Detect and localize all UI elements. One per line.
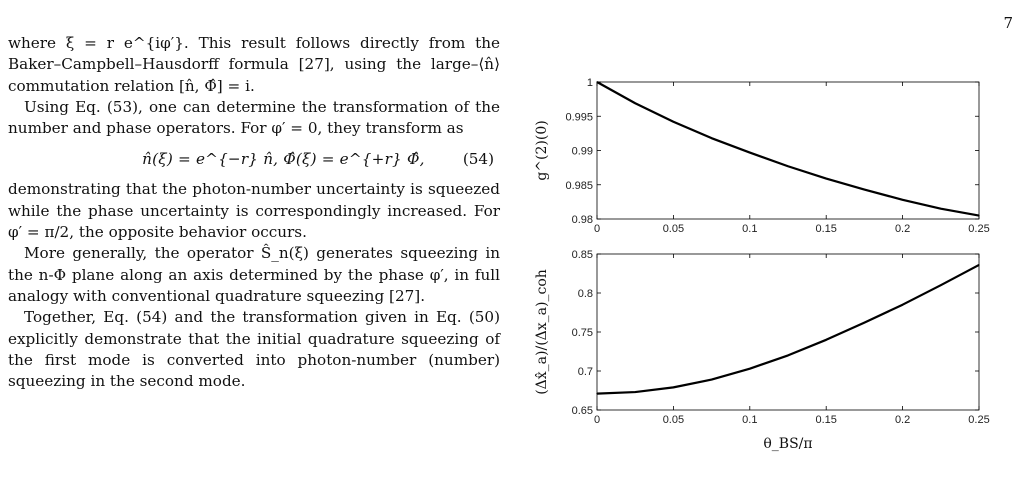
data-point	[978, 264, 980, 266]
data-point	[825, 177, 827, 180]
data-point	[863, 188, 865, 191]
x-tick-label: 0.2	[895, 414, 910, 426]
paragraph-1: where ξ = r e^{iφ′}. This result follows…	[8, 34, 500, 95]
data-point	[711, 378, 713, 381]
y-tick-label: 0.7	[578, 366, 593, 378]
data-point	[978, 214, 980, 217]
x-tick-label: 0.1	[742, 223, 757, 235]
y-tick-label: 0.98	[572, 214, 593, 226]
data-point	[749, 368, 751, 370]
page-number: 7	[1003, 14, 1013, 32]
data-point	[596, 393, 598, 395]
x-tick-label: 0.05	[663, 223, 684, 235]
x-tick-label: 0.2	[895, 223, 910, 235]
y-tick-label: 0.985	[565, 180, 593, 192]
top-panel: 0 0.05 0.1 0.15 0.2 0.25 1 0.995 0.99 0.985 0.98 g^…	[534, 77, 990, 235]
data-point	[787, 354, 789, 356]
data-point	[902, 304, 904, 306]
paragraph-5: Together, Eq. (54) and the transformatio…	[8, 308, 500, 391]
data-point	[634, 102, 636, 104]
data-point	[749, 151, 751, 154]
y-tick-label: 0.85	[572, 249, 593, 261]
equation-54-body: n̂(ξ) = e^{−r} n̂, Φ̂(ξ) = e^{+r} Φ̂,	[142, 149, 425, 168]
data-point	[863, 322, 865, 324]
x-tick-label: 0.25	[968, 414, 989, 426]
y-axis-label: g^(2)(0)	[534, 120, 550, 180]
bottom-panel: 0 0.05 0.1 0.15 0.2 0.25 0.85 0.8 0.75 0.7 0.65 (Δx…	[534, 249, 990, 452]
data-point	[672, 386, 674, 388]
plot-frame	[596, 253, 980, 411]
data-point	[596, 81, 598, 83]
x-tick-label: 0.15	[815, 223, 836, 235]
series-line-0	[596, 81, 980, 217]
equation-54-number: (54)	[462, 149, 494, 168]
data-point	[711, 137, 713, 139]
data-point	[902, 199, 904, 201]
plot-frame	[596, 81, 980, 220]
x-tick-label: 0	[594, 223, 600, 235]
equation-54: n̂(ξ) = e^{−r} n̂, Φ̂(ξ) = e^{+r} Φ̂, (5…	[8, 139, 500, 179]
data-point	[940, 284, 942, 286]
x-axis-label: θ_BS/π	[763, 436, 812, 452]
paragraph-3: demonstrating that the photon-number unc…	[8, 180, 500, 242]
figure-svg: 0 0.05 0.1 0.15 0.2 0.25 1 0.995 0.99 0.985 0.98 g^…	[534, 77, 990, 452]
paragraph-2: Using Eq. (53), one can determine the tr…	[8, 97, 500, 138]
series-line-0	[596, 263, 980, 395]
x-tick-label: 0.1	[742, 414, 757, 426]
y-tick-label: 0.75	[572, 327, 593, 339]
y-tick-label: 0.65	[572, 405, 593, 417]
x-tick-label: 0.15	[815, 414, 836, 426]
y-tick-label: 0.995	[565, 111, 593, 123]
data-point	[940, 208, 942, 210]
y-tick-label: 0.99	[572, 146, 593, 158]
data-point	[787, 165, 789, 167]
x-tick-label: 0	[594, 414, 600, 426]
x-tick-label: 0.25	[968, 223, 989, 235]
figure: 0 0.05 0.1 0.15 0.2 0.25 1 0.995 0.99 0.985 0.98 g^…	[520, 72, 1020, 484]
data-point	[825, 339, 827, 341]
y-tick-label: 0.8	[578, 288, 593, 300]
x-tick-label: 0.05	[663, 414, 684, 426]
text-column: where ξ = r e^{iφ′}. This result follows…	[8, 33, 500, 392]
data-point	[634, 391, 636, 393]
y-axis-label: (Δx̂_a)/(Δx_a)_coh	[534, 269, 550, 395]
y-tick-label: 1	[587, 77, 593, 89]
data-point	[672, 121, 674, 123]
paragraph-4: More generally, the operator Ŝ_n(ξ) gene…	[8, 244, 500, 305]
